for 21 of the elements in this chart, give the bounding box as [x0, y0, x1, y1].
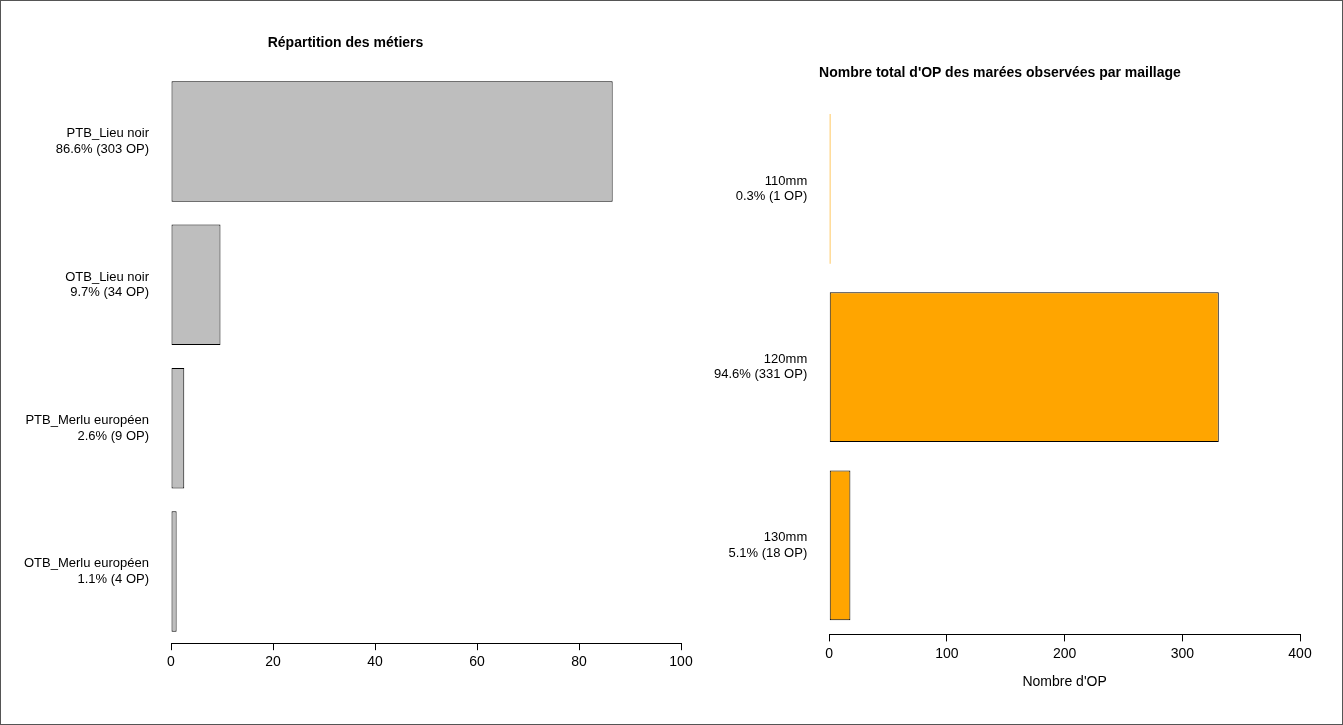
y-tick-label: 130mm 5.1% (18 OP) [728, 529, 808, 560]
x-tick-label: 60 [469, 653, 485, 670]
y-tick-label: PTB_Merlu européen 2.6% (9 OP) [25, 411, 150, 443]
x-tick-label: 40 [367, 653, 383, 670]
x-tick-label: 0 [825, 644, 834, 661]
y-tick-label: PTB_Lieu noir 86.6% (303 OP) [55, 125, 150, 156]
x-tick-label: 300 [1170, 644, 1195, 661]
x-tick-label: 0 [167, 653, 176, 670]
x-tick-label: 80 [571, 653, 587, 670]
x-tick-label: 20 [265, 653, 282, 670]
x-tick-label: 200 [1052, 644, 1077, 661]
y-tick-label: OTB_Merlu européen 1.1% (4 OP) [24, 555, 150, 586]
x-tick-label: 100 [935, 644, 959, 661]
chart-title: Nombre total d'OP des marées observées par maillage [819, 64, 1182, 81]
y-tick-label: OTB_Lieu noir 9.7% (34 OP) [65, 268, 150, 300]
y-tick-label: 110mm 0.3% (1 OP) [735, 172, 808, 204]
x-tick-label: 400 [1288, 644, 1312, 661]
chart-title: Répartition des métiers [267, 34, 424, 51]
y-tick-label: 120mm 94.6% (331 OP) [714, 350, 808, 382]
x-axis-title: Nombre d'OP [1022, 673, 1107, 690]
x-tick-label: 100 [669, 653, 693, 670]
